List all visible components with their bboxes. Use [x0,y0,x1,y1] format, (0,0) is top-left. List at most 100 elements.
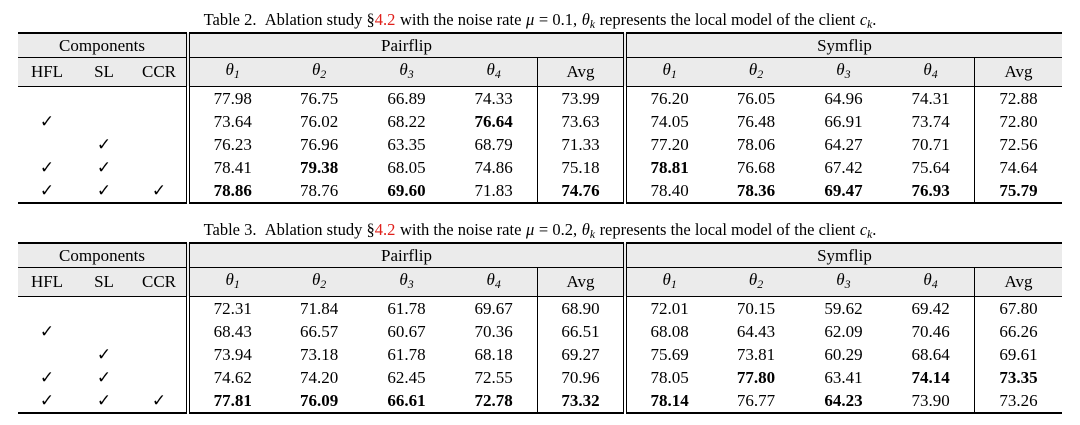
symbol: θ [486,60,495,79]
subscript: 1 [233,66,240,81]
data-row: ✓ ✓ 74.62 74.20 62.45 72.55 70.96 78.05 77.80 63.… [18,365,1062,389]
value-cell: 71.33 [537,132,625,156]
value-cell: 66.51 [537,319,625,343]
data-row: ✓ ✓ ✓ 77.81 76.09 66.61 72.78 73.32 78.14 76.77 64… [18,388,1062,413]
caption-part: Table 3. [203,220,257,239]
caption-part: represents the local model of the client [599,10,856,29]
component-cell: ✓ [76,179,132,203]
value-cell: 68.05 [387,157,426,177]
header-row: Components Pairflip Symflip [18,33,1062,58]
value-cell: 75.69 [622,342,713,366]
column-header: θ3 [799,57,888,87]
value-cell: 68.64 [911,344,950,364]
caption-part: μ [526,220,535,239]
header-row: HFL SL CCR θ1 θ2 θ3 θ4 Avg θ1 θ2 θ3 θ4 Avg [18,57,1062,87]
value-cell: 70.96 [537,365,625,389]
column-header: θ4 [887,57,975,87]
subscript: 3 [407,276,414,291]
checkmark: ✓ [96,390,112,410]
caption-part: 4.2 [374,10,396,29]
value-cell: 64.96 [824,88,863,108]
group-header: Components [18,33,189,58]
checkmark: ✓ [96,344,112,364]
value-cell: 63.35 [387,134,426,154]
value-cell: 72.78 [474,390,513,410]
subscript: 4 [494,66,501,81]
component-cell [132,296,188,320]
component-header: HFL [18,57,76,87]
value-cell: 76.05 [736,88,776,108]
value-cell: 78.36 [736,180,776,200]
checkmark: ✓ [39,111,55,131]
symbol: θ [225,60,234,79]
value-cell: 66.57 [299,321,339,341]
value-cell: 64.27 [824,134,863,154]
component-header: CCR [132,57,189,87]
value-cell: 71.84 [299,298,339,318]
value-cell: 73.90 [911,390,950,410]
column-header: θ4 [887,267,975,297]
value-cell: 76.20 [622,86,713,110]
column-header: θ3 [362,57,451,87]
value-cell: 67.42 [824,157,863,177]
caption-part: c [859,220,868,239]
subscript: 3 [844,66,851,81]
component-cell: ✓ [132,179,188,203]
header-row: HFL SL CCR θ1 θ2 θ3 θ4 Avg θ1 θ2 θ3 θ4 Avg [18,267,1062,297]
value-cell: 74.31 [911,88,950,108]
group-header: Components [18,243,189,268]
value-cell: 66.61 [387,390,426,410]
value-cell: 76.68 [736,157,776,177]
value-cell: 73.18 [299,344,339,364]
subscript: 1 [670,276,677,291]
caption-part: θ [581,220,590,239]
value-cell: 73.64 [186,109,276,133]
symbol: θ [748,60,758,79]
column-header: θ2 [275,57,363,87]
value-cell: 76.96 [299,134,339,154]
subscript: 4 [931,66,938,81]
value-cell: 76.64 [474,111,513,131]
component-cell: ✓ [18,320,76,343]
value-cell: 70.46 [911,321,950,341]
caption-part: Table 2. [203,10,257,29]
value-cell: 78.76 [299,180,339,200]
group-header: Symflip [622,243,1062,268]
caption-part: Ablation study § [264,10,375,29]
value-cell: 70.36 [474,321,513,341]
component-header: SL [76,57,132,87]
component-cell [18,86,76,110]
caption-part: = 0.2, [538,220,578,239]
checkmark: ✓ [39,321,55,341]
subscript: 3 [407,66,414,81]
value-cell: 62.45 [387,367,426,387]
component-cell: ✓ [18,389,76,413]
checkmark: ✓ [96,367,112,387]
data-row: ✓ 73.64 76.02 68.22 76.64 73.63 74.05 76.48 66.9… [18,109,1062,133]
table-block: Table 2. Ablation study §4.2 with the nois… [18,8,1062,204]
component-cell: ✓ [76,156,132,179]
checkmark: ✓ [96,134,112,154]
value-cell: 72.88 [974,86,1062,110]
symbol: θ [836,60,845,79]
value-cell: 68.43 [186,319,276,343]
caption-part: with the noise rate [399,220,522,239]
value-cell: 68.90 [537,296,625,320]
subscript: 4 [931,276,938,291]
component-cell [132,156,188,179]
checkmark: ✓ [39,180,55,200]
value-cell: 72.56 [974,132,1062,156]
component-cell [132,366,188,389]
component-cell [76,110,132,133]
value-cell: 73.32 [537,388,625,413]
column-header: θ1 [622,267,713,297]
component-cell [76,86,132,110]
component-cell [18,133,76,156]
caption-part: . [872,220,877,239]
symbol: θ [836,270,845,289]
value-cell: 66.26 [974,319,1062,343]
table-caption: Table 2. Ablation study §4.2 with the nois… [18,8,1062,32]
component-cell: ✓ [76,366,132,389]
value-cell: 69.61 [974,342,1062,366]
symbol: θ [225,270,234,289]
